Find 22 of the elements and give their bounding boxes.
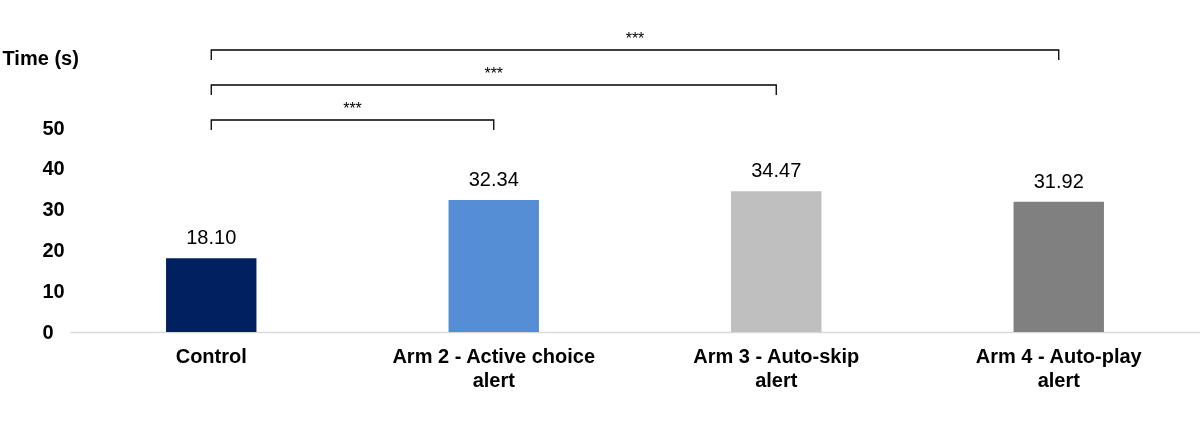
bar [448, 200, 539, 332]
y-tick-label: 10 [42, 279, 65, 302]
text: *** [625, 30, 645, 47]
y-tick-label: 40 [42, 157, 65, 180]
y-tick-label: 30 [42, 198, 65, 221]
y-tick-label: 50 [42, 116, 65, 139]
bar [166, 258, 257, 332]
bar [731, 191, 822, 332]
x-tick-label: Arm 2 - Active choice alert [392, 344, 596, 391]
text: *** [343, 100, 362, 117]
text: *** [484, 65, 504, 82]
y-tick-label: 20 [42, 238, 65, 261]
y-axis-title: Time (s) [2, 46, 79, 69]
data-label: 34.47 [751, 159, 802, 182]
x-tick-label: Arm 3 - Auto-skip alert [693, 344, 860, 391]
x-tick-label: Arm 4 - Auto-play alert [975, 344, 1143, 391]
bar [1013, 201, 1104, 332]
data-label: 18.10 [186, 226, 237, 249]
y-tick-label: 0 [42, 320, 54, 343]
data-label: 32.34 [468, 168, 519, 191]
data-label: 31.92 [1033, 169, 1084, 192]
x-tick-label: Control [175, 344, 247, 367]
